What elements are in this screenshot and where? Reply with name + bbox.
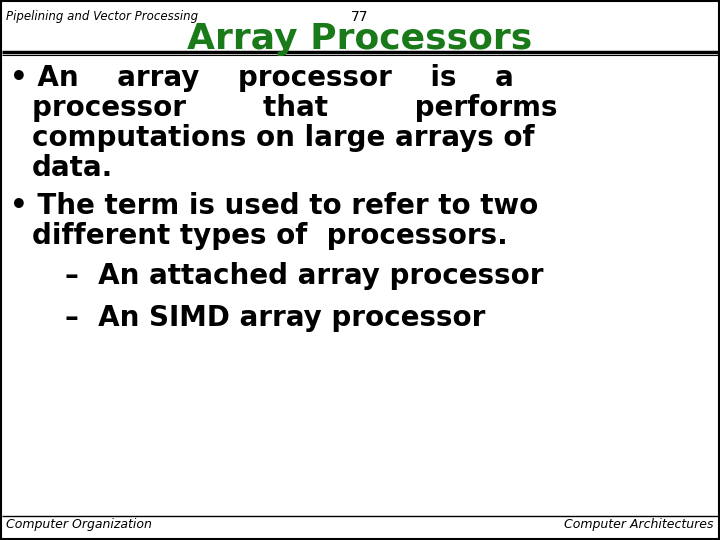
Text: computations on large arrays of: computations on large arrays of — [32, 124, 535, 152]
Text: Array Processors: Array Processors — [187, 22, 533, 56]
Text: 77: 77 — [351, 10, 369, 24]
Text: Computer Architectures: Computer Architectures — [564, 518, 714, 531]
Text: different types of  processors.: different types of processors. — [32, 222, 508, 250]
Text: • An    array    processor    is    a: • An array processor is a — [10, 64, 514, 92]
Text: processor        that         performs: processor that performs — [32, 94, 557, 122]
Text: • The term is used to refer to two: • The term is used to refer to two — [10, 192, 539, 220]
Text: Computer Organization: Computer Organization — [6, 518, 152, 531]
Text: Pipelining and Vector Processing: Pipelining and Vector Processing — [6, 10, 198, 23]
Text: –  An SIMD array processor: – An SIMD array processor — [65, 304, 485, 332]
Text: data.: data. — [32, 154, 113, 182]
Text: –  An attached array processor: – An attached array processor — [65, 262, 544, 290]
